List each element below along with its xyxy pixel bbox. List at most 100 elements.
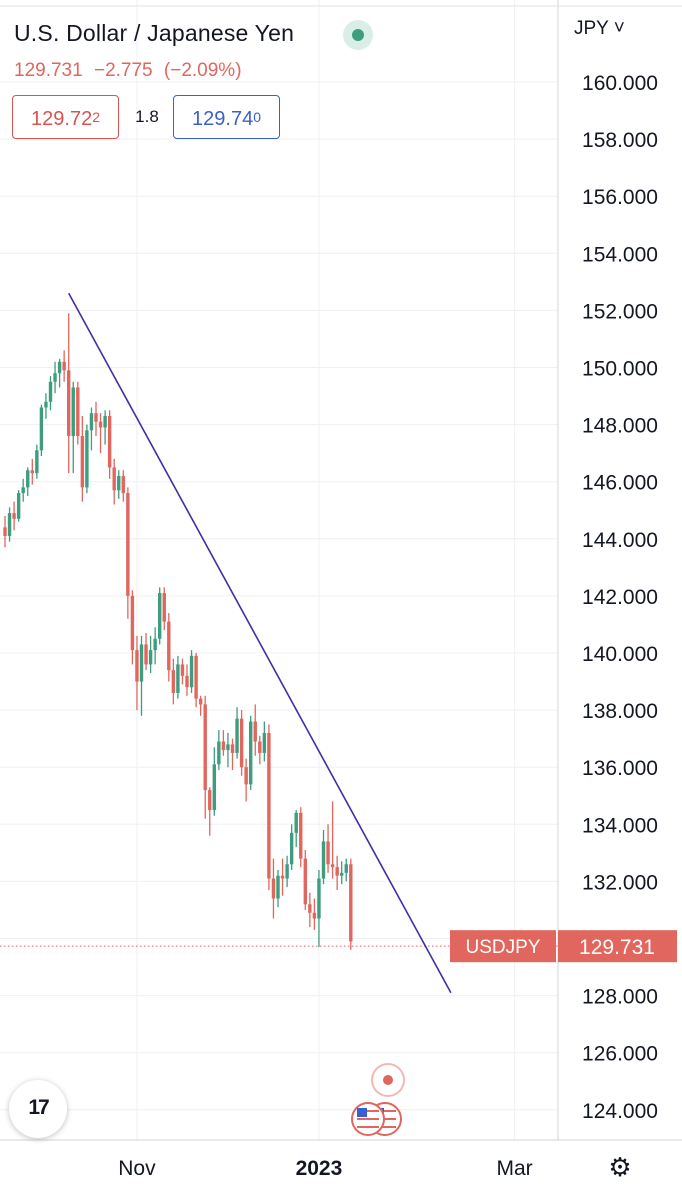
candle-body — [117, 475, 121, 491]
candle-body — [189, 655, 194, 688]
y-tick-label: 132.000 — [582, 871, 658, 894]
flag-stripe — [357, 1110, 379, 1112]
trend-line — [67, 292, 452, 994]
logo-text: 17 — [28, 1096, 49, 1119]
chart-header: U.S. Dollar / Japanese Yen — [14, 20, 294, 47]
candle-body — [103, 416, 107, 428]
candle-body — [30, 470, 34, 474]
flag-stripe — [357, 1118, 379, 1120]
candle-body — [335, 867, 339, 876]
candle-body — [185, 675, 189, 688]
y-tick-label: 156.000 — [582, 186, 658, 209]
candle-body — [121, 475, 125, 494]
y-tick-label: 158.000 — [582, 129, 658, 152]
candle-body — [289, 832, 294, 865]
candle-body — [57, 361, 62, 374]
candle-body — [158, 593, 162, 639]
candle-body — [35, 450, 39, 474]
candle-body — [85, 430, 89, 488]
candle-body — [167, 621, 171, 671]
sell-button[interactable]: 129.722 — [12, 95, 119, 139]
buy-price: 129.74 — [192, 108, 254, 130]
candle-body — [194, 655, 198, 699]
candle-body — [89, 413, 94, 431]
candle-body — [162, 593, 166, 622]
symbol-title: U.S. Dollar / Japanese Yen — [14, 20, 295, 46]
gear-icon[interactable]: ⚙ — [608, 1152, 632, 1182]
candle-body — [135, 650, 139, 682]
y-tick-label: 136.000 — [582, 757, 658, 780]
last-price: 129.731 — [14, 60, 83, 81]
y-tick-label: 142.000 — [582, 586, 658, 609]
price-label: 129.731 — [579, 936, 655, 959]
candle-body — [312, 912, 317, 919]
candle-body — [221, 741, 226, 751]
y-tick-label: 146.000 — [582, 472, 658, 495]
x-tick-label: Nov — [118, 1157, 156, 1180]
candle-body — [321, 841, 326, 879]
candle-body — [126, 493, 130, 596]
buy-button[interactable]: 129.740 — [173, 95, 280, 139]
market-status-dot-icon — [343, 20, 373, 50]
y-tick-label: 138.000 — [582, 700, 658, 723]
y-tick-label: 160.000 — [582, 72, 658, 95]
flag-stripe — [374, 1126, 396, 1128]
price-change-percent: (−2.09%) — [163, 60, 242, 81]
candle-body — [239, 718, 244, 768]
y-tick-label: 126.000 — [582, 1043, 658, 1066]
candle-body — [3, 527, 7, 536]
candle-body — [26, 470, 30, 488]
candle-body — [258, 741, 262, 753]
chart-overlay: USDJPY 129.731 — [0, 292, 677, 1136]
candle-body — [330, 864, 335, 868]
candle-body — [212, 764, 216, 811]
x-tick-label: 2023 — [296, 1157, 343, 1180]
candle-body — [267, 732, 271, 879]
flag-stripe — [374, 1114, 396, 1116]
candle-body — [308, 904, 312, 913]
price-label-bg — [558, 930, 677, 963]
flag-stripe — [357, 1122, 379, 1124]
symbol-label: USDJPY — [466, 937, 541, 958]
currency-selector[interactable]: JPY ˅ — [574, 18, 625, 39]
candle-body — [230, 744, 235, 753]
candle-body — [294, 812, 298, 833]
y-tick-label: 154.000 — [582, 243, 658, 266]
candle-body — [98, 421, 103, 428]
y-tick-label: 128.000 — [582, 986, 658, 1009]
sell-price: 129.72 — [31, 108, 93, 130]
chart-grid — [0, 0, 558, 1140]
candle-body — [344, 864, 348, 873]
candle-body — [144, 644, 148, 665]
candle-body — [107, 416, 112, 468]
candle-body — [71, 387, 75, 437]
x-tick-label: Mar — [497, 1157, 533, 1180]
candle-body — [21, 487, 25, 494]
us-flag-icon — [351, 1102, 385, 1136]
candle-body — [208, 790, 212, 811]
candle-body — [16, 493, 21, 519]
buy-price-fraction: 0 — [253, 109, 261, 125]
event-dot — [383, 1075, 393, 1085]
candle-body — [171, 670, 176, 693]
y-tick-label: 150.000 — [582, 358, 658, 381]
tradingview-logo[interactable]: 17 — [9, 1080, 67, 1138]
candle-body — [7, 513, 12, 536]
candle-body — [176, 664, 180, 693]
spread-value: 1.8 — [135, 107, 159, 126]
candle-body — [67, 370, 71, 437]
candle-body — [340, 872, 344, 876]
candle-series — [3, 313, 353, 950]
flag-stripe — [357, 1114, 379, 1116]
candle-body — [12, 513, 16, 519]
candle-body — [299, 812, 303, 859]
candle-body — [262, 732, 267, 753]
y-tick-label: 124.000 — [582, 1100, 658, 1123]
candle-body — [226, 744, 230, 751]
candle-body — [303, 858, 307, 905]
candle-body — [317, 878, 321, 919]
candle-body — [285, 864, 289, 879]
symbol-label-bg — [450, 930, 556, 963]
